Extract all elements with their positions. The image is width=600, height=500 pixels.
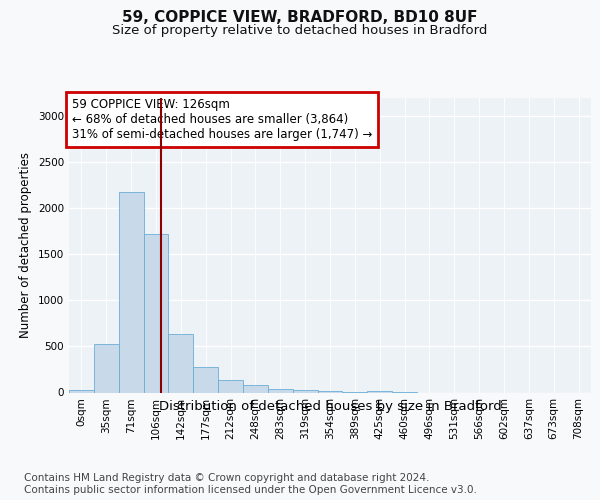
Bar [243,385,268,392]
Bar [367,391,392,392]
Bar [218,380,243,392]
Bar [119,192,143,392]
Text: Distribution of detached houses by size in Bradford: Distribution of detached houses by size … [158,400,502,413]
Y-axis label: Number of detached properties: Number of detached properties [19,152,32,338]
Bar [317,391,343,392]
Bar [169,334,193,392]
Bar [268,389,293,392]
Bar [94,344,119,393]
Text: 59 COPPICE VIEW: 126sqm
← 68% of detached houses are smaller (3,864)
31% of semi: 59 COPPICE VIEW: 126sqm ← 68% of detache… [71,98,372,141]
Text: Size of property relative to detached houses in Bradford: Size of property relative to detached ho… [112,24,488,37]
Bar [69,390,94,392]
Bar [193,367,218,392]
Text: Contains HM Land Registry data © Crown copyright and database right 2024.
Contai: Contains HM Land Registry data © Crown c… [24,474,477,495]
Text: 59, COPPICE VIEW, BRADFORD, BD10 8UF: 59, COPPICE VIEW, BRADFORD, BD10 8UF [122,10,478,25]
Bar [143,234,169,392]
Bar [293,390,317,392]
